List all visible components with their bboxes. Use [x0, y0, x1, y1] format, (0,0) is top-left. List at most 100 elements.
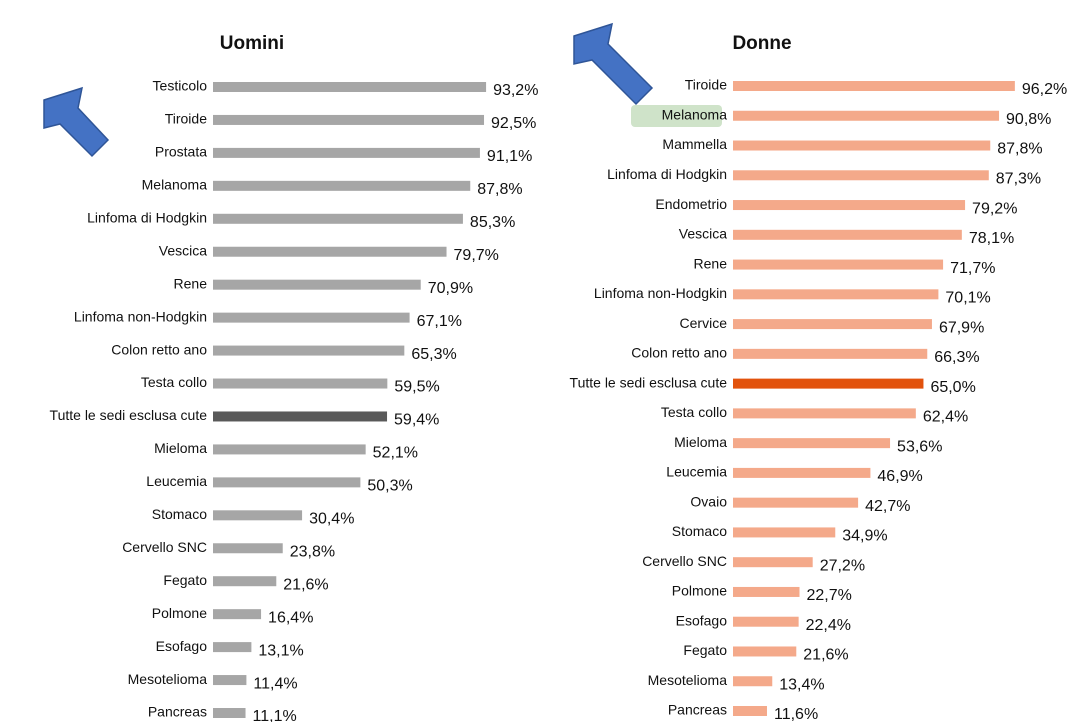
category-label: Linfoma di Hodgkin [607, 166, 727, 182]
bar [733, 706, 767, 716]
bar [733, 378, 924, 389]
value-label: 67,9% [939, 319, 984, 336]
value-label: 71,7% [950, 260, 995, 277]
value-label: 78,1% [969, 230, 1014, 247]
value-label: 11,4% [253, 675, 297, 692]
category-label: Mammella [662, 136, 727, 152]
bar [213, 213, 463, 224]
value-label: 13,1% [258, 642, 303, 659]
bar [213, 345, 405, 356]
value-label: 11,1% [253, 708, 297, 722]
category-label: Pancreas [668, 702, 727, 718]
bar [733, 348, 928, 359]
category-label: Ovaio [690, 493, 727, 509]
bar [213, 543, 283, 554]
bar [213, 510, 303, 521]
category-label: Tiroide [165, 111, 207, 127]
value-label: 34,9% [842, 528, 887, 545]
category-label: Testicolo [153, 78, 208, 94]
category-label: Mieloma [154, 440, 207, 456]
bar [213, 246, 447, 257]
bar [733, 319, 932, 330]
bar [213, 279, 421, 290]
bar [213, 147, 480, 158]
value-label: 65,0% [930, 379, 975, 396]
category-label: Cervello SNC [642, 553, 727, 569]
value-label: 90,8% [1006, 111, 1051, 128]
value-label: 27,2% [820, 557, 865, 574]
category-label: Fegato [683, 642, 727, 658]
category-label: Esofago [156, 638, 208, 654]
value-label: 87,3% [996, 171, 1041, 188]
bar [213, 609, 262, 620]
category-label: Rene [694, 255, 728, 271]
bar [213, 477, 361, 488]
category-label: Linfoma di Hodgkin [87, 209, 207, 225]
bar [733, 140, 991, 151]
category-label: Stomaco [152, 506, 207, 522]
bar [733, 229, 962, 240]
value-label: 85,3% [470, 214, 515, 231]
bar [213, 312, 410, 323]
bar [213, 708, 246, 718]
category-label: Leucemia [146, 473, 207, 489]
bar [213, 411, 388, 422]
bar [213, 82, 487, 92]
value-label: 66,3% [934, 349, 979, 366]
category-label: Linfoma non-Hodgkin [74, 308, 207, 324]
category-label: Colon retto ano [111, 341, 207, 357]
category-label: Mesotelioma [128, 671, 208, 687]
bar [733, 586, 800, 597]
category-label: Endometrio [655, 196, 727, 212]
category-label: Melanoma [142, 177, 208, 193]
category-label: Mieloma [674, 434, 727, 450]
value-label: 79,7% [454, 247, 499, 264]
value-label: 42,7% [865, 498, 910, 515]
category-label: Polmone [152, 605, 207, 621]
value-label: 79,2% [972, 200, 1017, 217]
value-label: 87,8% [997, 141, 1042, 158]
value-label: 93,2% [493, 82, 538, 99]
value-label: 22,4% [806, 617, 851, 634]
bar [213, 642, 252, 653]
melanoma-highlight [631, 105, 722, 127]
value-label: 59,5% [394, 379, 439, 396]
bar [213, 444, 366, 455]
category-label: Cervello SNC [122, 539, 207, 555]
bar [733, 527, 836, 538]
category-label: Tiroide [685, 77, 727, 93]
category-label: Leucemia [666, 464, 727, 480]
category-label: Linfoma non-Hodgkin [594, 285, 727, 301]
category-label: Rene [174, 275, 208, 291]
category-label: Prostata [155, 144, 207, 160]
value-label: 70,1% [945, 290, 990, 307]
bar [213, 180, 471, 191]
bar [733, 289, 939, 300]
category-label: Polmone [672, 583, 727, 599]
value-label: 16,4% [268, 609, 313, 626]
bar [733, 497, 859, 508]
category-label: Mesotelioma [648, 672, 728, 688]
bar [733, 616, 799, 627]
bar [733, 408, 916, 419]
value-label: 96,2% [1022, 81, 1067, 98]
value-label: 30,4% [309, 511, 354, 528]
value-label: 87,8% [477, 181, 522, 198]
category-label: Vescica [159, 242, 207, 258]
value-label: 62,4% [923, 409, 968, 426]
bar [733, 170, 989, 181]
bar [213, 675, 247, 686]
category-label: Colon retto ano [631, 345, 727, 361]
bar [733, 110, 1000, 121]
bar [733, 259, 944, 270]
chart-title: Uomini [220, 33, 284, 54]
value-label: 22,7% [807, 587, 852, 604]
bar [733, 438, 891, 449]
value-label: 70,9% [428, 280, 473, 297]
value-label: 21,6% [803, 647, 848, 664]
value-label: 67,1% [417, 313, 462, 330]
value-label: 23,8% [290, 543, 335, 560]
bar [733, 200, 966, 211]
bar [733, 81, 1015, 91]
